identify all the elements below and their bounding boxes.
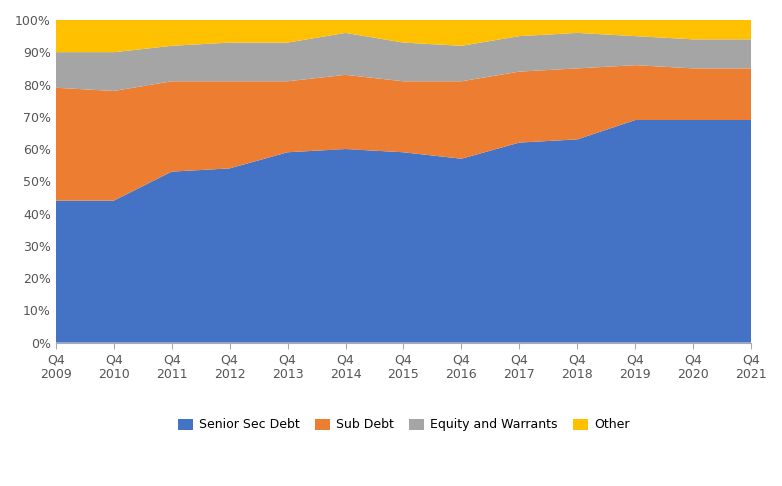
Legend: Senior Sec Debt, Sub Debt, Equity and Warrants, Other: Senior Sec Debt, Sub Debt, Equity and Wa… <box>173 414 634 436</box>
